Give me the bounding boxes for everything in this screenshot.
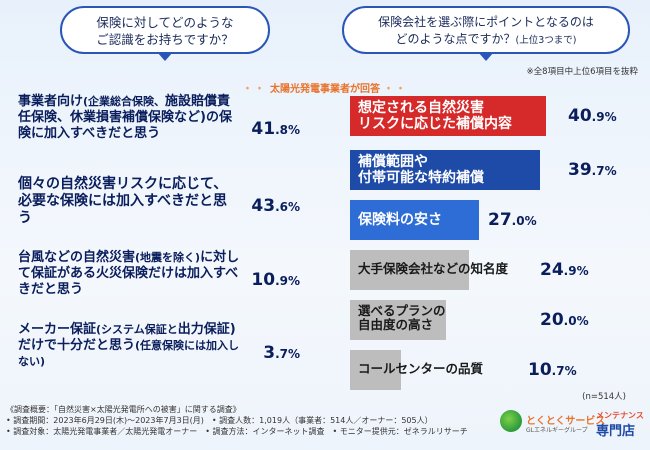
right-item-percent: 27.0% <box>488 210 537 230</box>
sample-size-label: (n=514人) <box>582 392 626 402</box>
question-right-line2: どのような点ですか？ <box>395 32 516 46</box>
right-item-percent: 10.7% <box>528 360 577 380</box>
right-item-percent: 20.0% <box>540 310 589 330</box>
right-bar <box>350 200 480 240</box>
left-item-1: 事業者向け(企業総合保険、施設賠償責任保険、休業損害補償保険など)の保険に加入す… <box>12 94 300 168</box>
footer-line1: 《調査概要：「自然災害×太陽光発電所への被害」に関する調査》 <box>6 405 241 414</box>
left-item-label: 個々の自然災害リスクに応じて、必要な保険には加入すべきだと思う <box>18 176 228 226</box>
logo-brand: とくとくサービス <box>526 416 606 427</box>
respondent-label: ・・ 太陽光発電事業者が回答 ・・ <box>242 84 408 95</box>
right-bar <box>350 96 546 136</box>
company-logo: とくとくサービス メンテナンス 専門店 GLエネルギーグループ <box>500 408 645 444</box>
right-item-label: 選べるプランの 自由度の高さ <box>358 303 446 332</box>
right-item-label: コールセンターの品質 <box>358 361 484 376</box>
right-item-percent: 39.7% <box>568 160 617 180</box>
note-top: ※全8項目中上位6項目を抜粋 <box>526 67 638 77</box>
logo-shop: 専門店 <box>596 424 636 439</box>
footer-line2: • 調査期間：2023年6月29日(木)～2023年7月3日(月) • 調査人数… <box>6 416 433 425</box>
right-item-percent: 40.9% <box>568 106 617 126</box>
question-left-bubble: 保険に対してどのような ご認識をお持ちですか？ <box>60 6 270 61</box>
left-item-percent: 10.9% <box>251 270 300 290</box>
question-left-line1: 保険に対してどのような <box>96 15 234 30</box>
right-item-2: 補償範囲や 付帯可能な特約補償 39.7% <box>350 150 630 190</box>
right-bar <box>350 250 470 290</box>
right-item-3: 保険料の安さ 27.0% <box>350 200 630 240</box>
left-item-label: メーカー保証(システム保証と出力保証)だけで十分だと思う(任意保険には加入しない… <box>18 322 240 368</box>
left-item-2: 個々の自然災害リスクに応じて、必要な保険には加入すべきだと思う 43.6% <box>12 176 300 240</box>
right-item-4: 大手保険会社などの知名度 24.9% <box>350 250 630 290</box>
logo-maintenance: メンテナンス <box>596 411 644 420</box>
right-item-label: 想定される自然災害 リスクに応じた補償内容 <box>358 100 512 132</box>
right-bar <box>350 150 541 190</box>
left-item-percent: 41.8% <box>251 119 300 139</box>
footer-line3: • 調査対象：太陽光発電事業者／太陽光発電オーナー • 調査方法：インターネット… <box>6 427 468 436</box>
logo-group: GLエネルギーグループ <box>526 427 588 434</box>
right-item-5: 選べるプランの 自由度の高さ 20.0% <box>350 300 630 340</box>
right-bar <box>350 300 446 340</box>
left-item-3: 台風などの自然災害(地震を除く)に対して保証がある火災保険だけは加入すべきだと思… <box>12 250 300 314</box>
right-item-1: 想定される自然災害 リスクに応じた補償内容 40.9% <box>350 96 630 136</box>
left-item-percent: 43.6% <box>251 196 300 216</box>
question-right-line1: 保険会社を選ぶ際にポイントとなるのは <box>378 15 594 29</box>
respondent-text: 太陽光発電事業者が回答 <box>270 84 380 95</box>
question-left-line2: ご認識をお持ちですか？ <box>96 32 234 47</box>
right-item-label: 大手保険会社などの知名度 <box>358 261 509 276</box>
left-item-label: 台風などの自然災害(地震を除く)に対して保証がある火災保険だけは加入すべきだと思… <box>18 250 240 297</box>
question-right-bubble: 保険会社を選ぶ際にポイントとなるのは どのような点ですか？(上位3つまで) <box>342 6 630 61</box>
survey-footer: 《調査概要：「自然災害×太陽光発電所への被害」に関する調査》 • 調査期間：20… <box>6 404 468 437</box>
right-item-label: 保険料の安さ <box>358 212 442 228</box>
question-right-sub: (上位3つまで) <box>515 35 577 46</box>
right-item-6: コールセンターの品質 10.7% <box>350 350 630 390</box>
logo-globe-icon <box>500 410 522 432</box>
left-item-label: 事業者向け(企業総合保険、施設賠償責任保険、休業損害補償保険など)の保険に加入す… <box>18 94 232 141</box>
left-item-percent: 3.7% <box>263 343 300 363</box>
right-item-percent: 24.9% <box>540 260 589 280</box>
right-item-label: 補償範囲や 付帯可能な特約補償 <box>358 154 484 186</box>
left-item-4: メーカー保証(システム保証と出力保証)だけで十分だと思う(任意保険には加入しない… <box>12 322 300 388</box>
right-bar <box>350 350 402 390</box>
